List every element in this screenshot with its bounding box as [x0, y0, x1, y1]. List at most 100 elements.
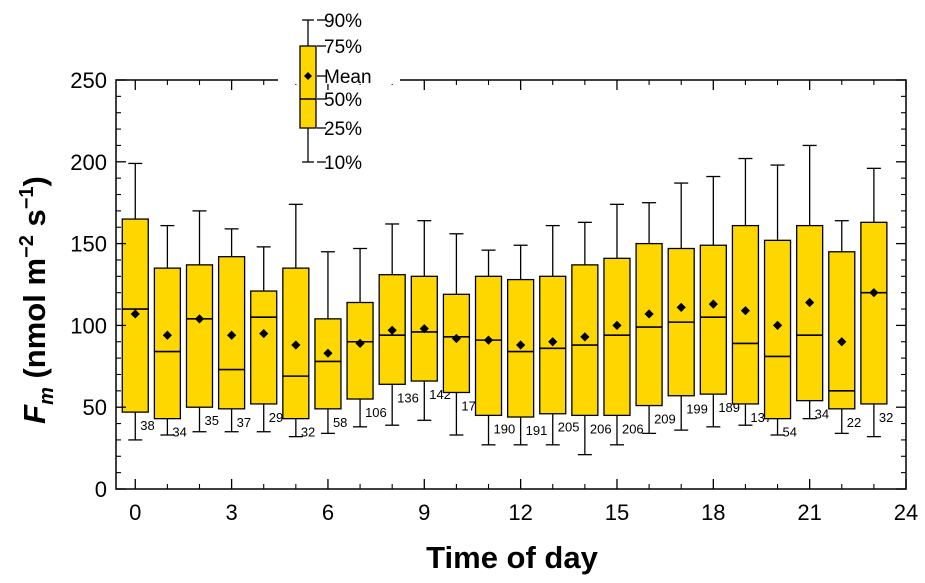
y-axis-units-prefix: (nmol m — [17, 258, 52, 387]
mean-marker — [194, 314, 205, 324]
box-hour-6: 58 — [314, 251, 347, 435]
iqr-box — [314, 318, 342, 410]
y-axis-units-mid: s — [17, 209, 52, 235]
box-hour-19: 137 — [731, 157, 772, 426]
mean-marker — [644, 309, 654, 319]
x-tick-label: 15 — [605, 500, 629, 525]
sample-size-label: 35 — [204, 413, 218, 428]
y-tick-label: 250 — [70, 68, 107, 93]
box-hour-11: 190 — [474, 249, 516, 446]
sample-size-label: 206 — [622, 421, 644, 436]
box-hour-15: 206 — [603, 203, 644, 446]
x-tick-label: 24 — [894, 500, 918, 525]
mean-marker — [227, 330, 237, 340]
box-hour-20: 54 — [763, 164, 797, 440]
iqr-box — [828, 251, 856, 410]
axes-layer: 0 3 6 9 12 15 18 21 24 0 50 100 150 200 250 — [70, 68, 918, 525]
sample-size-label: 34 — [172, 425, 186, 440]
legend-label-p10: 10% — [324, 153, 362, 174]
x-tick-label: 18 — [701, 500, 725, 525]
legend-label-p50: 50% — [324, 90, 362, 111]
y-tick-label: 150 — [70, 232, 107, 257]
legend-label-mean: Mean — [324, 67, 372, 88]
sample-size-label: 190 — [494, 421, 516, 436]
box-hour-23: 32 — [860, 167, 893, 438]
box-hour-16: 209 — [635, 202, 676, 435]
sample-size-label: 206 — [590, 421, 612, 436]
box-hour-18: 189 — [699, 175, 740, 428]
x-tick-label: 6 — [322, 500, 334, 525]
sample-size-label: 199 — [686, 402, 708, 417]
legend-label-p25: 25% — [324, 119, 362, 140]
plot-frame — [115, 79, 907, 490]
box-hour-12: 191 — [506, 244, 548, 446]
mean-marker — [548, 337, 558, 347]
iqr-box — [474, 275, 503, 417]
mean-marker — [130, 309, 140, 319]
sample-size-label: 136 — [397, 390, 419, 405]
sample-size-label: 32 — [879, 410, 893, 425]
mean-marker — [516, 340, 526, 350]
iqr-box — [603, 257, 631, 417]
x-tick-label: 3 — [225, 500, 237, 525]
iqr-box — [635, 242, 663, 407]
box-hour-3: 37 — [217, 228, 251, 433]
sample-size-label: 29 — [269, 410, 283, 425]
y-axis-symbol: F — [17, 404, 52, 424]
mean-marker — [387, 325, 397, 335]
y-axis-subscript: m — [36, 387, 58, 405]
iqr-box — [185, 264, 214, 408]
iqr-box — [153, 267, 182, 420]
mean-marker — [419, 324, 429, 334]
mean-marker — [323, 348, 333, 358]
sample-size-label: 37 — [237, 415, 251, 430]
y-axis-exponent-2: −1 — [16, 186, 38, 209]
legend-label-p75: 75% — [324, 37, 362, 58]
mean-marker — [451, 333, 462, 344]
sample-size-label: 58 — [333, 415, 347, 430]
mean-marker — [676, 302, 686, 313]
mean-marker — [772, 320, 783, 330]
box-hour-7: 106 — [346, 247, 387, 428]
sample-size-label: 34 — [815, 407, 829, 422]
x-tick-label: 9 — [418, 500, 430, 525]
sample-size-label: 191 — [526, 423, 548, 438]
box-hour-17: 199 — [667, 182, 708, 431]
mean-marker — [612, 320, 622, 330]
sample-size-label: 32 — [301, 425, 315, 440]
iqr-box — [346, 301, 374, 400]
x-axis-label: Time of day — [426, 540, 598, 575]
box-hour-1: 34 — [153, 224, 187, 440]
mean-marker — [805, 297, 815, 308]
iqr-box — [699, 244, 727, 395]
iqr-box — [860, 221, 888, 405]
sample-size-label: 54 — [783, 425, 797, 440]
box-hour-21: 34 — [796, 144, 829, 422]
legend-mean-marker — [304, 72, 312, 80]
sample-size-label: 38 — [140, 418, 154, 433]
x-tick-label: 21 — [797, 500, 821, 525]
box-hour-14: 206 — [571, 221, 612, 456]
mean-marker — [355, 338, 365, 348]
box-hour-10: 171 — [442, 233, 483, 436]
mean-marker — [291, 340, 301, 350]
mean-marker — [162, 330, 172, 340]
sample-size-label: 22 — [847, 415, 861, 430]
mean-marker — [740, 306, 751, 316]
mean-marker — [837, 337, 847, 347]
box-hour-22: 22 — [828, 220, 861, 435]
iqr-box — [442, 293, 471, 394]
y-axis-exponent-1: −2 — [16, 235, 38, 258]
mean-marker — [869, 288, 879, 298]
iqr-box — [796, 224, 824, 402]
x-tick-label: 0 — [129, 500, 141, 525]
box-hour-13: 205 — [539, 224, 580, 446]
y-tick-label: 100 — [70, 313, 107, 338]
box-hour-2: 35 — [185, 210, 219, 433]
mean-marker — [259, 328, 269, 339]
x-tick-label: 12 — [508, 500, 532, 525]
y-axis-label: Fm (nmol m−2 s−1) — [16, 176, 58, 424]
sample-size-label: 205 — [558, 420, 580, 435]
